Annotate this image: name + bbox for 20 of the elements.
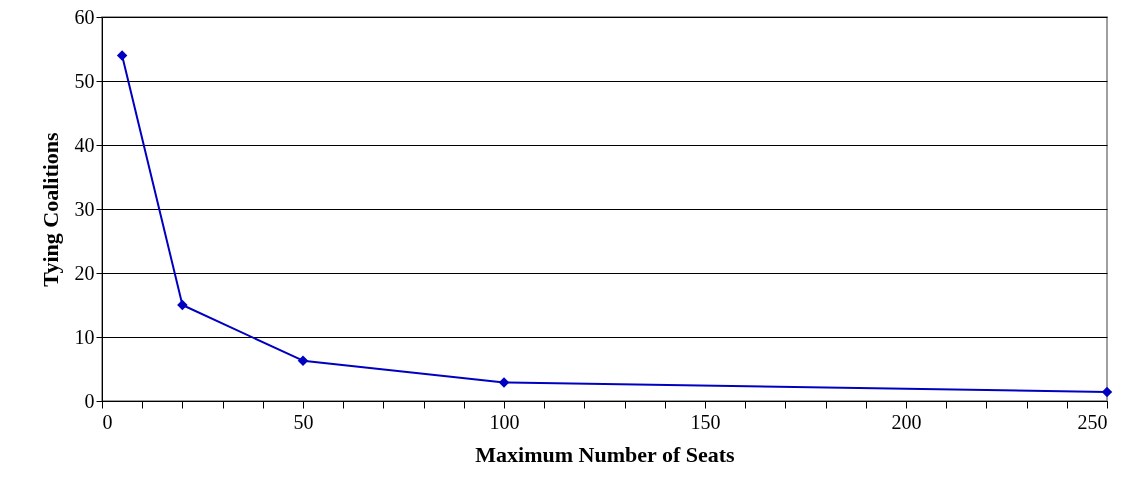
point — [116, 50, 128, 61]
y-tick-label: 40 — [74, 133, 95, 156]
y-axis-title: Tying Coalitions — [37, 131, 63, 287]
y-tick-label: 30 — [74, 197, 95, 220]
y-tick-label: 20 — [74, 261, 95, 284]
point — [1101, 386, 1113, 398]
point — [297, 355, 309, 366]
x-tick-label: 0 — [102, 410, 113, 433]
x-tick-label: 50 — [293, 410, 314, 433]
x-tick-label: 250 — [1077, 410, 1108, 433]
x-axis-title: Maximum Number of Seats — [475, 441, 736, 467]
point — [177, 299, 188, 311]
y-tick-label: 60 — [74, 5, 95, 28]
y-tick-label: 10 — [74, 325, 95, 348]
x-tick-label: 100 — [489, 410, 520, 433]
x-tick-label: 200 — [891, 410, 922, 433]
y-tick-label: 0 — [84, 389, 95, 412]
point — [498, 377, 510, 388]
x-tick-label: 150 — [690, 410, 721, 433]
y-tick-label: 50 — [74, 69, 95, 92]
